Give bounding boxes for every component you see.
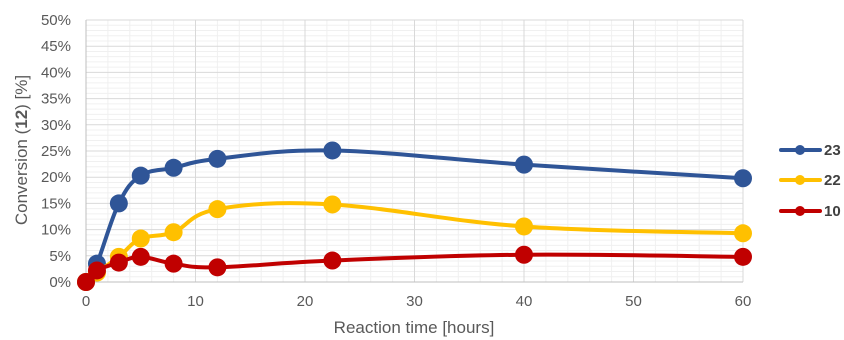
legend-item-22: 22 (779, 172, 841, 189)
legend-swatch-marker (795, 206, 805, 216)
data-point-10 (208, 258, 227, 277)
x-axis-title: Reaction time [hours] (334, 318, 495, 337)
data-point-10 (323, 251, 342, 270)
x-tick-label: 0 (82, 293, 90, 310)
y-tick-label: 50% (41, 12, 71, 29)
data-point-22 (131, 229, 150, 248)
legend-label: 10 (824, 203, 841, 220)
data-point-10 (734, 247, 752, 266)
axes: 0% 5% 10% 15% 20% 25% 30% 35% 40% 45% 50% 0 10 20 30 40… (41, 12, 751, 310)
data-point-10 (87, 261, 106, 280)
legend-item-10: 10 (779, 203, 841, 220)
y-tick-label: 30% (41, 117, 71, 134)
data-point-22 (208, 200, 227, 219)
y-tick-label: 15% (41, 195, 71, 212)
legend: 23 22 10 (779, 142, 841, 220)
x-tick-label: 20 (297, 293, 314, 310)
data-point-23 (208, 149, 227, 168)
data-point-23 (515, 155, 533, 174)
y-axis-title-bold: 12 (12, 110, 31, 129)
y-tick-label: 20% (41, 169, 71, 186)
data-point-23 (131, 166, 150, 185)
data-point-10 (164, 254, 183, 273)
y-tick-label: 5% (49, 248, 71, 265)
y-tick-label: 10% (41, 222, 71, 239)
x-tick-label: 40 (516, 293, 533, 310)
series-23 (77, 141, 752, 291)
data-point-10 (77, 273, 95, 291)
legend-swatch-marker (795, 175, 805, 185)
legend-swatch-marker (795, 145, 805, 155)
data-point-22 (323, 195, 342, 214)
legend-label: 22 (824, 172, 841, 189)
x-tick-label: 10 (187, 293, 204, 310)
y-tick-label: 40% (41, 64, 71, 81)
y-tick-label: 45% (41, 38, 71, 55)
data-point-22 (734, 224, 752, 243)
data-point-22 (164, 223, 183, 242)
y-tick-label: 25% (41, 143, 71, 160)
y-axis-title: Conversion (12) [%] (12, 75, 31, 225)
data-point-22 (515, 217, 533, 236)
grid (85, 19, 744, 283)
y-tick-label: 0% (49, 274, 71, 291)
legend-item-23: 23 (779, 142, 841, 159)
data-point-10 (131, 247, 150, 266)
data-point-10 (515, 245, 533, 264)
data-point-23 (734, 169, 752, 188)
y-tick-label: 35% (41, 91, 71, 108)
y-axis-title-prefix: Conversion ( (12, 128, 31, 225)
data-point-23 (109, 194, 128, 213)
x-tick-label: 30 (406, 293, 423, 310)
series-10 (77, 245, 752, 291)
data-point-10 (109, 253, 128, 272)
data-point-23 (323, 141, 342, 160)
x-tick-label: 60 (735, 293, 752, 310)
y-axis-title-suffix: ) [%] (12, 75, 31, 110)
legend-label: 23 (824, 142, 841, 159)
data-point-23 (164, 158, 183, 177)
x-tick-label: 50 (625, 293, 642, 310)
series-layer (77, 141, 752, 291)
